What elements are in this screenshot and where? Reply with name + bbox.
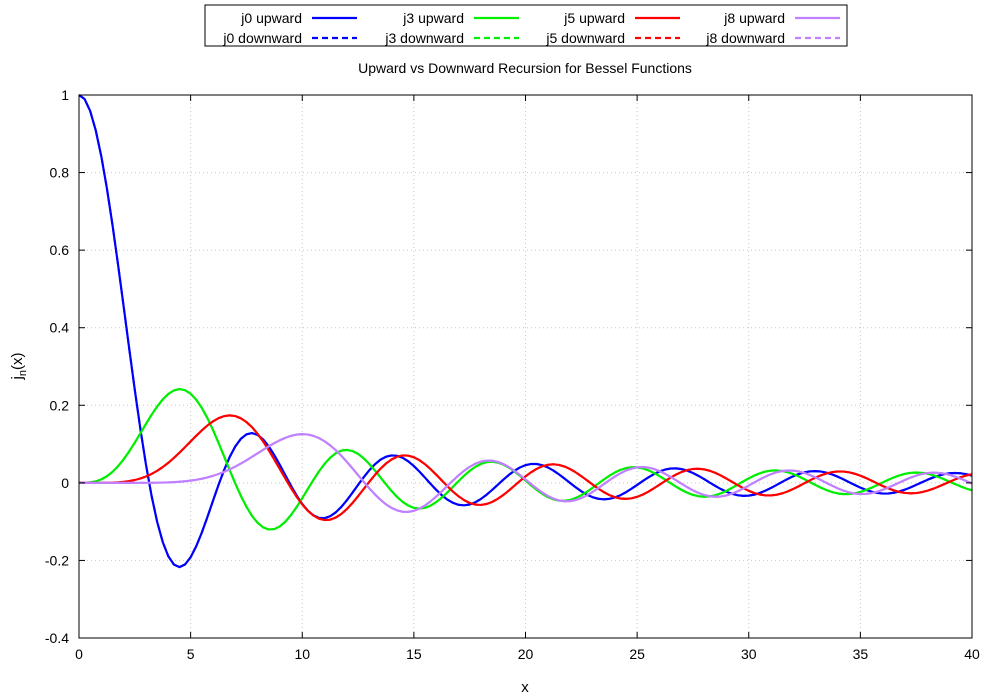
legend-label: j5 upward [563, 10, 625, 26]
legend-box [204, 4, 848, 47]
x-axis-label: x [521, 679, 529, 696]
y-axis-label-base: j [9, 376, 26, 380]
y-axis-label-tail: (x) [9, 353, 26, 371]
legend-label: j8 downward [705, 30, 785, 46]
legend-label: j8 upward [723, 10, 785, 26]
x-tick-label: 0 [75, 646, 83, 662]
legend-label: j3 upward [402, 10, 464, 26]
x-tick-label: 40 [964, 646, 980, 662]
y-tick-label: 0.8 [50, 165, 70, 181]
legend-label: j0 upward [240, 10, 302, 26]
y-tick-label: 0.4 [50, 320, 70, 336]
y-tick-label: 1 [61, 87, 69, 103]
y-tick-label: -0.4 [45, 630, 69, 646]
x-tick-label: 35 [853, 646, 869, 662]
legend-items: j0 upward j0 downward j3 upward j3 downward… [222, 10, 840, 46]
legend-label: j0 downward [222, 30, 302, 46]
y-tick-label: 0.6 [50, 242, 70, 258]
series-line-j0-downward [78, 94, 973, 569]
legend: j0 upward j0 downward j3 upward j3 downward… [204, 4, 848, 47]
y-tick-label: 0 [61, 475, 69, 491]
x-tick-label: 15 [406, 646, 422, 662]
x-tick-label: 20 [518, 646, 534, 662]
y-axis-label-subscript: n [17, 370, 29, 376]
legend-label: j5 downward [545, 30, 625, 46]
grid [79, 95, 972, 638]
y-tick-label: 0.2 [50, 397, 70, 413]
x-tick-label: 25 [629, 646, 645, 662]
chart-title: Upward vs Downward Recursion for Bessel … [358, 60, 692, 76]
axis-ticks: 0 5 10 15 20 25 30 35 40 -0.4 -0.2 0 0.2 0.4 0.6 0.8 1 [45, 87, 980, 662]
series-line-j3-downward [78, 388, 973, 531]
y-axis-label: jn(x) [9, 353, 29, 381]
x-tick-label: 10 [294, 646, 310, 662]
x-tick-label: 30 [741, 646, 757, 662]
legend-label: j3 downward [384, 30, 464, 46]
x-tick-label: 5 [187, 646, 195, 662]
y-tick-label: -0.2 [45, 552, 69, 568]
series-group [78, 94, 973, 569]
series-line-j8-downward [79, 433, 973, 513]
series-line-j5-downward [79, 414, 973, 522]
